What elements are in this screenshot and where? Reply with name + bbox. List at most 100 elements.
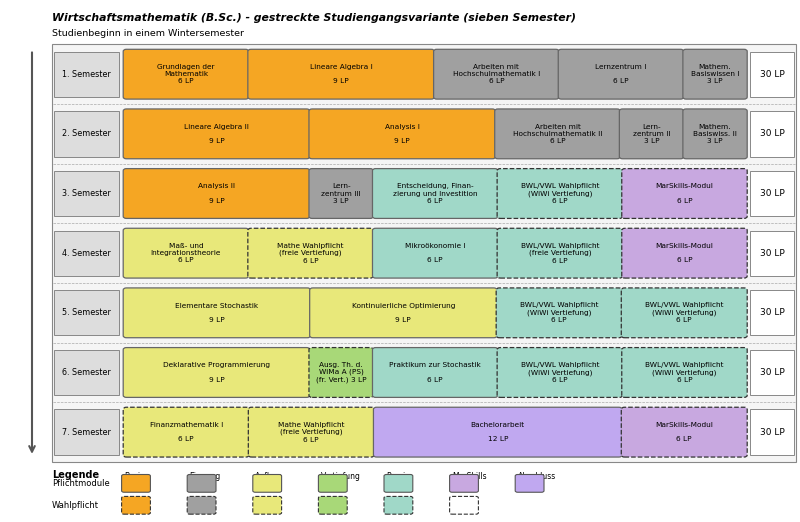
Text: BWL/VWL Wahlpflicht
(WiWi Vertiefung)
6 LP: BWL/VWL Wahlpflicht (WiWi Vertiefung) 6 … [520,302,598,323]
Text: 1. Semester: 1. Semester [62,70,110,79]
Text: Eingang: Eingang [190,472,221,481]
FancyBboxPatch shape [123,169,310,218]
Text: BWL/VWL Wahlpflicht
(WiWi Vertiefung)
6 LP: BWL/VWL Wahlpflicht (WiWi Vertiefung) 6 … [645,302,723,323]
Text: 4. Semester: 4. Semester [62,248,110,258]
FancyBboxPatch shape [248,407,374,457]
FancyBboxPatch shape [54,231,119,276]
FancyBboxPatch shape [497,228,622,278]
FancyBboxPatch shape [750,350,794,395]
FancyBboxPatch shape [622,288,747,338]
Text: 30 LP: 30 LP [760,428,785,436]
Text: MarSkills: MarSkills [452,472,486,481]
FancyBboxPatch shape [187,496,216,514]
FancyBboxPatch shape [309,109,495,159]
Text: Mathem.
Basiswiss. II
3 LP: Mathem. Basiswiss. II 3 LP [693,124,737,144]
FancyBboxPatch shape [253,474,282,492]
FancyBboxPatch shape [54,111,119,157]
FancyBboxPatch shape [373,348,498,397]
FancyBboxPatch shape [496,288,622,338]
FancyBboxPatch shape [122,474,150,492]
Text: Wahlpflicht: Wahlpflicht [52,501,99,510]
Text: MarSkills-Modul

6 LP: MarSkills-Modul 6 LP [655,422,713,442]
FancyBboxPatch shape [450,474,478,492]
Text: Praktikum zur Stochastik

6 LP: Praktikum zur Stochastik 6 LP [390,362,481,383]
Text: 30 LP: 30 LP [760,70,785,79]
FancyBboxPatch shape [248,49,434,99]
FancyBboxPatch shape [54,409,119,455]
FancyBboxPatch shape [494,109,620,159]
FancyBboxPatch shape [622,169,747,218]
Text: 30 LP: 30 LP [760,309,785,317]
Text: Lineare Algebra II

9 LP: Lineare Algebra II 9 LP [184,124,249,144]
FancyBboxPatch shape [622,407,747,457]
Text: 30 LP: 30 LP [760,129,785,138]
Text: BWL/VWL Wahlpflicht
(WiWi Vertiefung)
6 LP: BWL/VWL Wahlpflicht (WiWi Vertiefung) 6 … [521,362,599,383]
Text: Lern-
zentrum III
3 LP: Lern- zentrum III 3 LP [322,183,361,204]
FancyBboxPatch shape [450,496,478,514]
Text: Elementare Stochastik

9 LP: Elementare Stochastik 9 LP [175,303,258,323]
FancyBboxPatch shape [374,407,622,457]
FancyBboxPatch shape [750,111,794,157]
Text: Deklarative Programmierung

9 LP: Deklarative Programmierung 9 LP [163,362,270,383]
Text: Kontinuierliche Optimierung

9 LP: Kontinuierliche Optimierung 9 LP [352,303,455,323]
Text: Grundlagen der
Mathematik
6 LP: Grundlagen der Mathematik 6 LP [157,64,214,85]
FancyBboxPatch shape [123,49,249,99]
FancyBboxPatch shape [54,290,119,336]
FancyBboxPatch shape [122,496,150,514]
FancyBboxPatch shape [750,290,794,336]
Text: 30 LP: 30 LP [760,368,785,377]
Text: Lineare Algebra I

9 LP: Lineare Algebra I 9 LP [310,64,373,85]
Text: Arbeiten mit
Hochschulmathematik I
6 LP: Arbeiten mit Hochschulmathematik I 6 LP [453,64,540,85]
Text: Finanzmathematik I

6 LP: Finanzmathematik I 6 LP [150,422,222,442]
Text: 30 LP: 30 LP [760,189,785,198]
FancyBboxPatch shape [750,231,794,276]
FancyBboxPatch shape [373,169,498,218]
Text: BWL/VWL Wahlpflicht
(freie Vertiefung)
6 LP: BWL/VWL Wahlpflicht (freie Vertiefung) 6… [521,243,599,264]
FancyBboxPatch shape [384,474,413,492]
Text: MarSkills-Modul

6 LP: MarSkills-Modul 6 LP [655,243,714,264]
Text: Pflichtmodule: Pflichtmodule [52,479,110,488]
FancyBboxPatch shape [683,49,747,99]
Text: 3. Semester: 3. Semester [62,189,110,198]
FancyBboxPatch shape [622,348,747,397]
FancyBboxPatch shape [750,409,794,455]
FancyBboxPatch shape [123,407,249,457]
FancyBboxPatch shape [253,496,282,514]
FancyBboxPatch shape [309,348,374,397]
Text: Wirtschaftsmathematik (B.Sc.) - gestreckte Studiengangsvariante (sieben Semester: Wirtschaftsmathematik (B.Sc.) - gestreck… [52,13,576,23]
Text: MarSkills-Modul

6 LP: MarSkills-Modul 6 LP [655,183,714,204]
FancyBboxPatch shape [318,496,347,514]
FancyBboxPatch shape [373,228,498,278]
Text: 7. Semester: 7. Semester [62,428,111,436]
FancyBboxPatch shape [187,474,216,492]
Text: 6. Semester: 6. Semester [62,368,110,377]
Text: Lern-
zentrum II
3 LP: Lern- zentrum II 3 LP [633,124,670,144]
FancyBboxPatch shape [54,52,119,97]
FancyBboxPatch shape [309,169,374,218]
Text: Mathem.
Basiswissen I
3 LP: Mathem. Basiswissen I 3 LP [690,64,739,85]
FancyBboxPatch shape [384,496,413,514]
Text: Basis: Basis [124,472,144,481]
FancyBboxPatch shape [497,169,622,218]
Text: Analysis II

9 LP: Analysis II 9 LP [198,183,235,204]
Text: Bachelorarbeit

12 LP: Bachelorarbeit 12 LP [470,422,525,442]
FancyBboxPatch shape [622,228,747,278]
FancyBboxPatch shape [248,228,374,278]
Text: 2. Semester: 2. Semester [62,129,111,138]
Text: Legende: Legende [52,470,99,480]
Text: Entscheidung, Finan-
zierung und Investition
6 LP: Entscheidung, Finan- zierung und Investi… [393,183,478,204]
FancyBboxPatch shape [558,49,684,99]
Text: Analysis I

9 LP: Analysis I 9 LP [385,124,420,144]
FancyBboxPatch shape [515,474,544,492]
Text: Maß- und
Integrationstheorie
6 LP: Maß- und Integrationstheorie 6 LP [150,243,221,264]
FancyBboxPatch shape [54,171,119,216]
Text: 5. Semester: 5. Semester [62,309,111,317]
Text: Arbeiten mit
Hochschulmathematik II
6 LP: Arbeiten mit Hochschulmathematik II 6 LP [513,124,602,144]
FancyBboxPatch shape [52,44,796,462]
FancyBboxPatch shape [123,228,249,278]
FancyBboxPatch shape [54,350,119,395]
Text: BWL/VWL Wahlpflicht
(WiWi Vertiefung)
6 LP: BWL/VWL Wahlpflicht (WiWi Vertiefung) 6 … [521,183,599,204]
Text: Ausg. Th. d.
WiMa A (PS)
(fr. Vert.) 3 LP: Ausg. Th. d. WiMa A (PS) (fr. Vert.) 3 L… [316,362,366,383]
FancyBboxPatch shape [750,171,794,216]
Text: Abschluss: Abschluss [518,472,556,481]
